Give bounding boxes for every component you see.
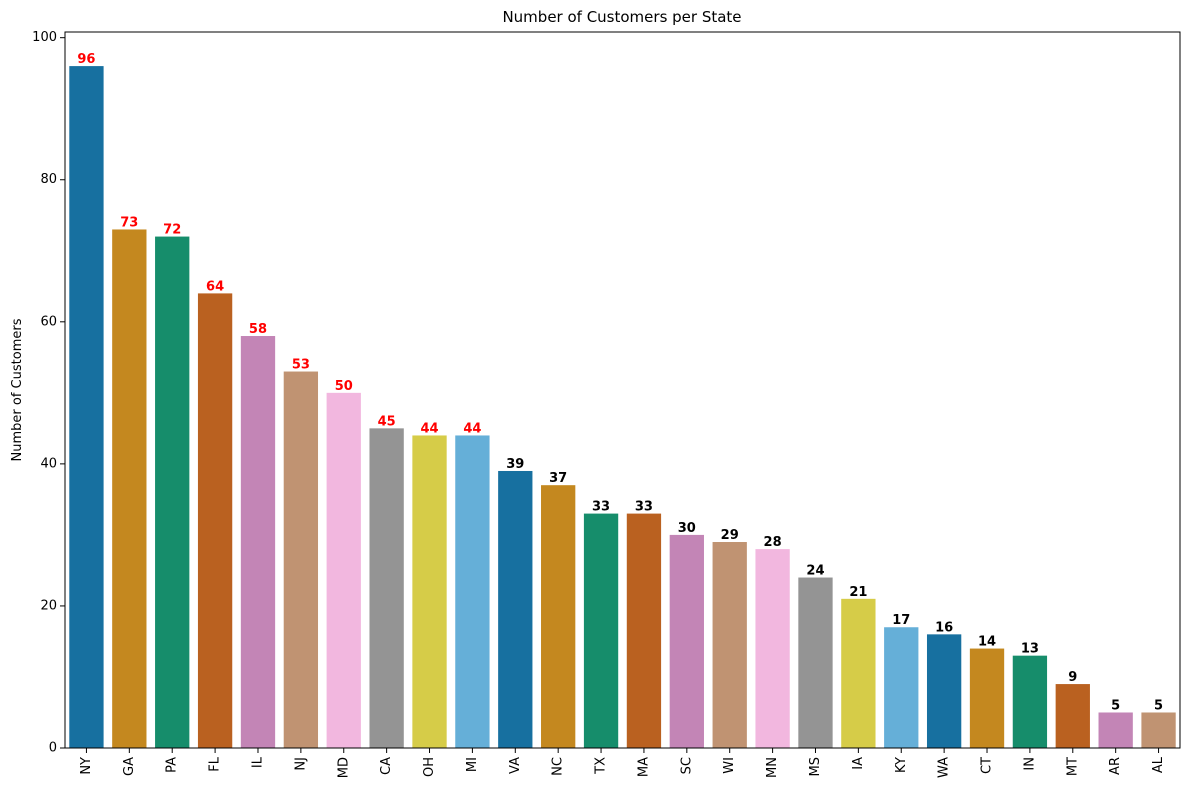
data-label-fl: 64 — [206, 279, 224, 294]
data-label-ar: 5 — [1111, 698, 1120, 713]
x-tick-label-ga: GA — [122, 757, 137, 776]
plot-frame — [64, 31, 1181, 749]
bar-wa — [926, 634, 962, 748]
bar-pa — [155, 236, 190, 749]
bar-ca — [369, 428, 404, 748]
x-tick-label-nc: NC — [551, 757, 566, 776]
x-axis: NY GA PA FL IL NJ MD CA OH MI VA NC TX MA SC WI MN MS IA KY… — [79, 748, 1166, 778]
x-tick-label-al: AL — [1151, 756, 1166, 773]
chart-title: Number of Customers per State — [502, 8, 741, 26]
x-tick-label-ky: KY — [894, 757, 909, 773]
data-label-il: 58 — [249, 322, 267, 337]
data-label-al: 5 — [1154, 698, 1163, 713]
data-label-ky: 17 — [892, 613, 910, 628]
bars-group — [69, 66, 1176, 749]
y-tick-label-100: 100 — [32, 30, 57, 45]
bar-ga — [112, 229, 147, 748]
bar-ct — [969, 648, 1005, 748]
bar-ky — [884, 627, 919, 748]
x-tick-label-ny: NY — [79, 757, 94, 775]
x-tick-label-pa: PA — [165, 757, 180, 773]
x-tick-label-mt: MT — [1065, 757, 1080, 776]
y-axis: 0 20 40 60 80 100 — [32, 30, 65, 756]
bar-mn — [755, 549, 790, 748]
data-label-ct: 14 — [978, 635, 996, 650]
y-tick-label-80: 80 — [40, 172, 57, 187]
x-tick-label-wi: WI — [722, 757, 737, 774]
bar-ia — [841, 598, 876, 748]
data-label-tx: 33 — [592, 500, 610, 515]
data-label-wi: 29 — [721, 528, 739, 543]
bar-nj — [283, 371, 319, 748]
data-label-ia: 21 — [849, 585, 867, 600]
x-tick-label-fl: FL — [208, 756, 223, 771]
x-tick-label-in: IN — [1022, 757, 1037, 771]
x-tick-label-ar: AR — [1108, 757, 1123, 775]
y-axis-label: Number of Customers — [10, 318, 25, 461]
data-label-mi: 44 — [463, 421, 481, 436]
data-labels-group: 96 73 72 64 58 53 50 45 44 44 39 37 33 33 30 29 28 24 21 17… — [77, 52, 1163, 713]
x-tick-label-sc: SC — [679, 757, 694, 774]
bar-ny — [69, 66, 104, 749]
bar-nc — [541, 485, 576, 748]
bar-il — [240, 336, 276, 748]
bar-mt — [1055, 684, 1090, 748]
y-tick-label-60: 60 — [40, 314, 57, 329]
data-label-ms: 24 — [806, 564, 824, 579]
bar-al — [1141, 712, 1176, 748]
x-tick-label-md: MD — [336, 757, 351, 778]
x-tick-label-ca: CA — [379, 757, 394, 775]
x-tick-label-mn: MN — [765, 757, 780, 778]
data-label-sc: 30 — [678, 521, 696, 536]
data-label-nc: 37 — [549, 471, 567, 486]
data-label-md: 50 — [335, 379, 353, 394]
bar-in — [1012, 655, 1048, 748]
x-tick-label-nj: NJ — [293, 757, 308, 771]
bar-mi — [455, 435, 490, 748]
data-label-ca: 45 — [378, 414, 396, 429]
y-tick-label-20: 20 — [40, 598, 57, 613]
data-label-ga: 73 — [120, 215, 138, 230]
bar-ms — [798, 577, 833, 748]
bar-ma — [626, 513, 662, 748]
x-tick-label-ma: MA — [636, 757, 651, 777]
x-tick-label-il: IL — [250, 756, 265, 768]
bar-va — [498, 470, 533, 748]
data-label-pa: 72 — [163, 223, 181, 238]
y-tick-label-0: 0 — [49, 741, 57, 756]
x-tick-label-ia: IA — [851, 757, 866, 770]
x-tick-label-oh: OH — [422, 757, 437, 777]
x-tick-label-ct: CT — [980, 757, 995, 774]
x-tick-label-tx: TX — [594, 757, 609, 775]
x-tick-label-ms: MS — [808, 757, 823, 776]
bar-ar — [1098, 712, 1133, 748]
bar-sc — [669, 534, 704, 748]
bar-tx — [583, 513, 619, 748]
bar-fl — [197, 293, 233, 748]
data-label-ma: 33 — [635, 500, 653, 515]
bar-oh — [412, 435, 447, 748]
data-label-mt: 9 — [1068, 670, 1077, 685]
data-label-nj: 53 — [292, 358, 310, 373]
data-label-oh: 44 — [420, 421, 438, 436]
x-tick-label-va: VA — [508, 757, 523, 774]
bar-wi — [712, 542, 747, 748]
x-tick-label-mi: MI — [465, 757, 480, 772]
y-tick-label-40: 40 — [40, 456, 57, 471]
data-label-mn: 28 — [764, 535, 782, 550]
x-tick-label-wa: WA — [937, 757, 952, 778]
bar-md — [326, 392, 361, 748]
data-label-va: 39 — [506, 457, 524, 472]
data-label-wa: 16 — [935, 620, 953, 635]
data-label-in: 13 — [1021, 642, 1039, 657]
data-label-ny: 96 — [77, 52, 95, 67]
